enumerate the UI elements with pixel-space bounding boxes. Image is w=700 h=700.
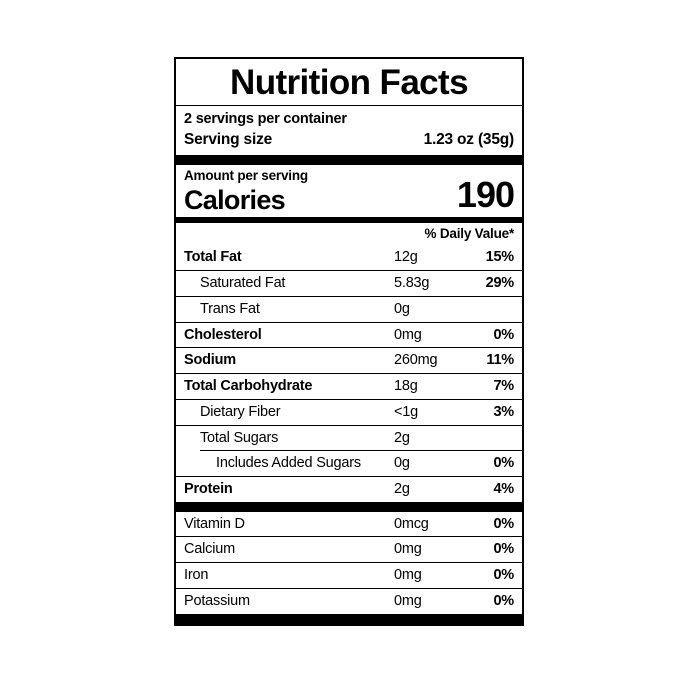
vitamin-amount: 0mg [394,541,422,558]
nutrient-name: Trans Fat [200,300,260,317]
calories-section: Amount per serving Calories 190 [176,165,522,217]
nutrient-amount: 0g [394,300,410,317]
nutrient-daily-value: 7% [493,378,514,395]
nutrient-amount: 0g [394,454,410,471]
vitamin-name: Calcium [184,541,235,558]
nutrient-daily-value: 0% [493,454,514,471]
nutrient-row: Cholesterol 0mg 0% [176,321,522,348]
calories-value: 190 [456,174,515,216]
vitamin-amount: 0mcg [394,515,429,532]
nutrient-row: Trans Fat 0g [176,295,522,322]
nutrient-row: Total Carbohydrate 18g 7% [176,373,522,399]
nutrient-row: Protein 2g 4% [176,475,522,502]
vitamin-daily-value: 0% [493,567,514,584]
nutrient-amount: 0mg [394,326,422,343]
nutrition-facts-label: Nutrition Facts 2 servings per container… [174,57,524,626]
nutrient-row: Includes Added Sugars 0g 0% [176,449,522,476]
nutrient-daily-value: 0% [493,326,514,343]
nutrient-row: Saturated Fat 5.83g 29% [176,269,522,296]
serving-size-value: 1.23 oz (35g) [423,130,515,148]
vitamin-amount: 0mg [394,593,422,610]
nutrient-amount: 12g [394,249,418,266]
vitamin-row: Vitamin D 0mcg 0% [176,512,522,537]
vitamin-row: Potassium 0mg 0% [176,588,522,614]
divider-thick-after-protein [176,501,522,512]
vitamin-row: Iron 0mg 0% [176,562,522,588]
nutrient-amount: 260mg [394,352,438,369]
nutrient-amount: 5.83g [394,274,430,291]
nutrient-name: Cholesterol [184,326,262,343]
nutrient-daily-value: 11% [486,352,514,369]
servings-section: 2 servings per container Serving size 1.… [176,106,522,155]
vitamin-daily-value: 0% [493,541,514,558]
nutrient-name: Total Sugars [200,429,279,446]
amount-per-serving-label: Amount per serving [184,167,308,183]
vitamin-rows: Vitamin D 0mcg 0% Calcium 0mg 0% Iron 0mg 0% Pota… [176,512,522,614]
label-title-section: Nutrition Facts [176,59,522,107]
nutrient-name: Includes Added Sugars [216,454,361,471]
nutrient-rows: Total Fat 12g 15% Saturated Fat 5.83g 29% Tran… [176,245,522,501]
nutrient-amount: 2g [394,429,410,446]
nutrient-daily-value: 15% [485,249,515,266]
nutrient-daily-value: 4% [493,480,514,497]
nutrient-row: Sodium 260mg 11% [176,347,522,373]
nutrient-name: Total Carbohydrate [184,378,313,395]
nutrient-row: Dietary Fiber <1g 3% [176,399,522,425]
nutrient-daily-value: 3% [493,404,514,421]
vitamin-amount: 0mg [394,567,422,584]
nutrient-row: Total Fat 12g 15% [176,245,522,270]
vitamin-name: Vitamin D [184,515,245,532]
vitamin-name: Potassium [184,593,250,610]
label-title: Nutrition Facts [230,63,469,102]
vitamin-name: Iron [184,567,209,584]
nutrient-name: Sodium [184,352,236,369]
serving-size-row: Serving size 1.23 oz (35g) [184,130,514,150]
nutrient-daily-value: 29% [485,274,515,291]
divider-thick-bottom [176,613,522,624]
nutrient-name: Total Fat [184,249,242,266]
vitamin-daily-value: 0% [493,515,514,532]
servings-per-container: 2 servings per container [184,111,347,128]
calories-label: Calories [184,184,286,215]
nutrient-name: Protein [184,480,233,497]
nutrient-amount: <1g [394,404,418,421]
vitamin-row: Calcium 0mg 0% [176,536,522,562]
nutrient-name: Saturated Fat [200,274,286,291]
divider-thick-after-servings [176,154,522,165]
nutrient-name: Dietary Fiber [200,404,281,421]
divider-medium-after-calories [176,216,522,223]
calories-left-group: Amount per serving Calories [184,168,308,215]
vitamin-daily-value: 0% [493,593,514,610]
nutrient-row: Total Sugars 2g [176,424,522,451]
nutrient-amount: 2g [394,480,410,497]
serving-size-label: Serving size [184,130,273,148]
nutrient-amount: 18g [394,378,418,395]
daily-value-header: % Daily Value* [424,225,515,241]
